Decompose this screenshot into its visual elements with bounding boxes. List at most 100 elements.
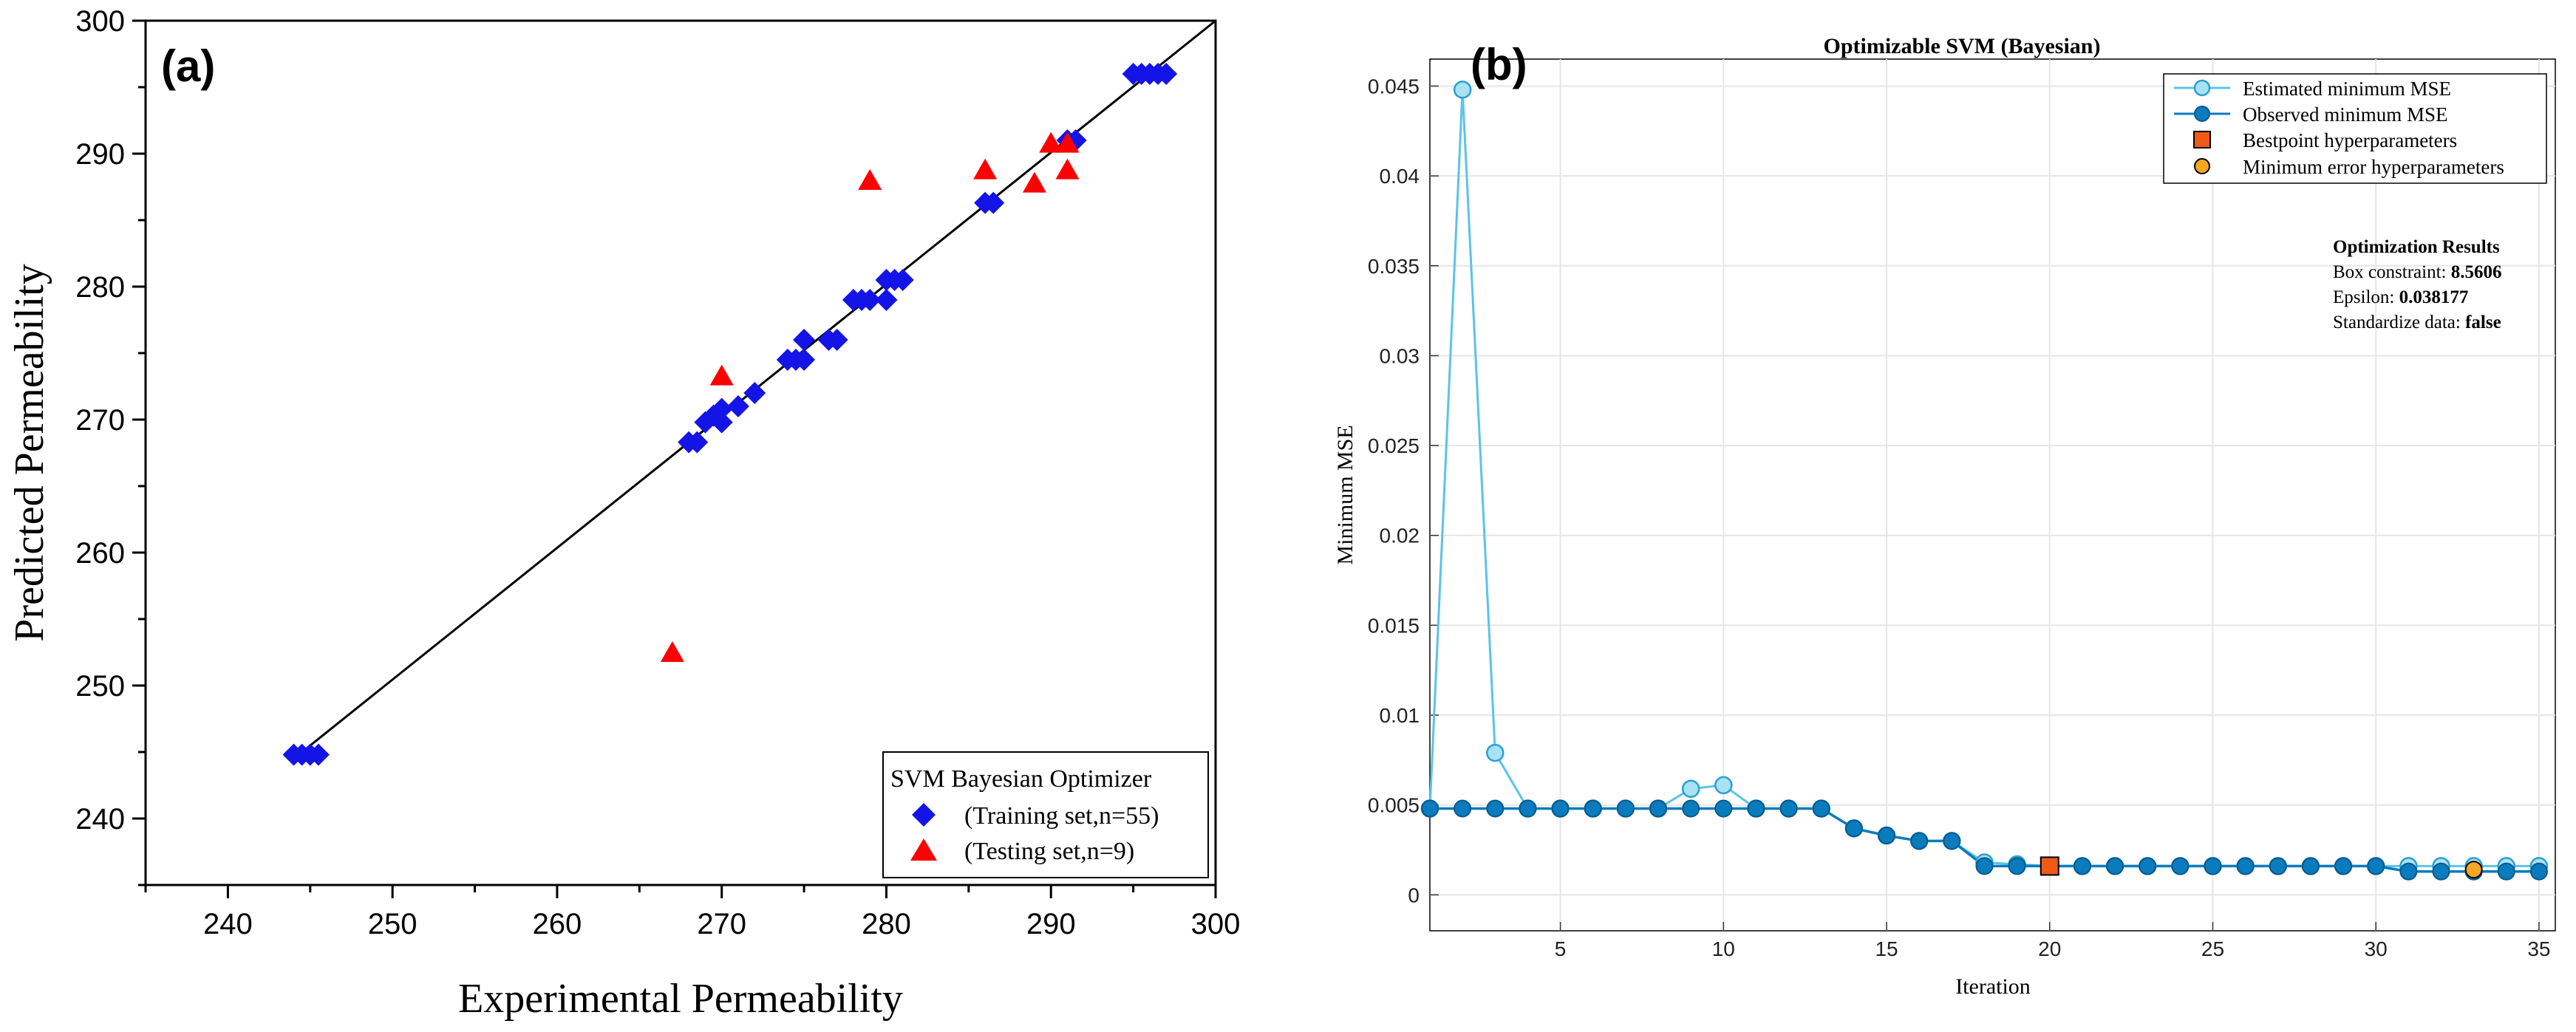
x-tick-label: 290 [1026,908,1076,940]
y-tick-label: 0.005 [1368,794,1420,817]
panel-a-legend-box [882,751,1209,878]
training-point [793,329,816,351]
x-tick-label: 300 [1191,908,1241,940]
training-point [307,743,330,766]
observed-point [1779,799,1798,818]
panel-a-legend-testing: (Testing set,n=9) [964,838,1134,865]
panel-b-x-axis-label: Iteration [1955,974,2031,999]
observed-point [2008,857,2026,875]
x-tick-label: 10 [1712,937,1735,960]
panel-a-x-axis-label: Experimental Permeability [458,976,903,1022]
panel-b-y-axis-label: Minimum MSE [1333,425,1357,564]
results-heading: Optimization Results [2333,237,2500,257]
results-epsilon-value: 0.038177 [2399,287,2469,307]
observed-point [1943,832,1961,850]
panel-b-legend-min-error: Minimum error hyperparameters [2243,156,2504,178]
observed-point [1878,827,1896,845]
panel-b-line-chart: Optimizable SVM (Bayesian) 5 10 15 20 25 30 35… [1333,34,2556,999]
observed-point [2171,857,2190,875]
y-tick-label: 250 [75,670,125,703]
panel-a-scatter-chart: 240 250 260 270 280 290 300 240 250 260 270 280 290 3… [7,5,1240,1022]
estimated-point [1453,81,1472,99]
observed-point [1551,799,1570,818]
min-error-marker [2464,861,2483,879]
training-point [891,269,914,291]
panel-b-legend: Estimated minimum MSE Observed minimum M… [2163,73,2547,184]
training-point [726,395,749,417]
panel-a-legend: SVM Bayesian Optimizer (Training set,n=5… [882,751,1209,878]
panel-b-plot-frame [1429,58,2556,932]
observed-point [1486,799,1505,818]
y-tick-label: 240 [75,803,125,835]
training-point [982,191,1005,214]
observed-point [1519,799,1537,818]
panel-b-series [1420,81,2549,881]
x-tick-label: 260 [533,908,582,940]
results-box-constraint: Box constraint: 8.5606 [2333,262,2501,282]
observed-point [1454,799,1472,818]
panel-a-y-axis-label: Predicted Permeability [7,264,52,642]
y-tick-label: 0.035 [1368,255,1420,278]
legend-diamond-marker [912,803,936,827]
results-standardize-value: false [2465,312,2501,332]
x-tick-label: 270 [697,908,746,940]
results-box-constraint-label: Box constraint: [2333,262,2451,282]
observed-point [1421,799,1439,818]
y-tick-label: 300 [75,5,125,38]
testing-point [709,364,734,386]
estimated-point [1714,776,1733,795]
panel-a-plot-frame [144,19,1217,886]
observed-point [1975,857,1994,875]
x-tick-label: 5 [1555,937,1567,960]
y-tick-label: 270 [75,404,125,437]
testing-point [660,641,684,662]
bestpoint-marker [2040,856,2059,876]
results-epsilon-label: Epsilon: [2333,287,2399,307]
x-tick-label: 30 [2365,937,2388,960]
observed-point [1649,799,1668,818]
x-tick-label: 25 [2201,937,2224,960]
observed-point [1714,799,1733,818]
observed-point [1812,799,1830,818]
results-epsilon: Epsilon: 0.038177 [2333,287,2468,307]
panel-b-label: (b) [1471,40,1527,89]
observed-point [2073,857,2091,875]
y-tick-label: 0.03 [1380,344,1420,367]
training-point [825,329,848,351]
training-point [875,289,898,311]
legend-observed-marker [2194,106,2210,122]
panel-b-legend-bestpoint: Bestpoint hyperparameters [2243,129,2457,151]
y-tick-label: 0.01 [1380,704,1420,727]
panel-b-legend-observed: Observed minimum MSE [2243,103,2448,126]
y-tick-label: 0.025 [1368,434,1420,457]
observed-point [2399,862,2418,881]
observed-point [1616,799,1635,818]
observed-point [2432,862,2450,881]
testing-point [1039,131,1063,153]
training-point [793,349,816,371]
training-point [859,289,882,311]
observed-point [2529,862,2548,881]
panel-b-axis-ticks: 5 10 15 20 25 30 35 0 0.005 0.01 0.015 0.02 0.025 0.0… [1368,75,2551,960]
panel-b-title: Optimizable SVM (Bayesian) [1824,34,2101,58]
y-tick-label: 290 [75,138,125,171]
observed-point [2106,857,2124,875]
training-point [710,411,733,434]
estimated-point [1681,779,1700,799]
observed-point [1910,832,1929,850]
testing-point [858,169,882,190]
x-tick-label: 240 [203,908,253,940]
legend-min-error-marker [2194,158,2210,174]
observed-point [2301,857,2320,875]
x-tick-label: 15 [1875,937,1898,960]
training-point [710,397,733,420]
estimated-point [1486,743,1505,762]
observed-point [2269,857,2287,875]
observed-point [2204,857,2222,875]
panel-b-legend-box [2163,73,2547,184]
observed-point [1844,819,1863,838]
observed-point [2367,857,2385,875]
testing-point [1055,131,1080,153]
x-tick-label: 280 [862,908,911,940]
